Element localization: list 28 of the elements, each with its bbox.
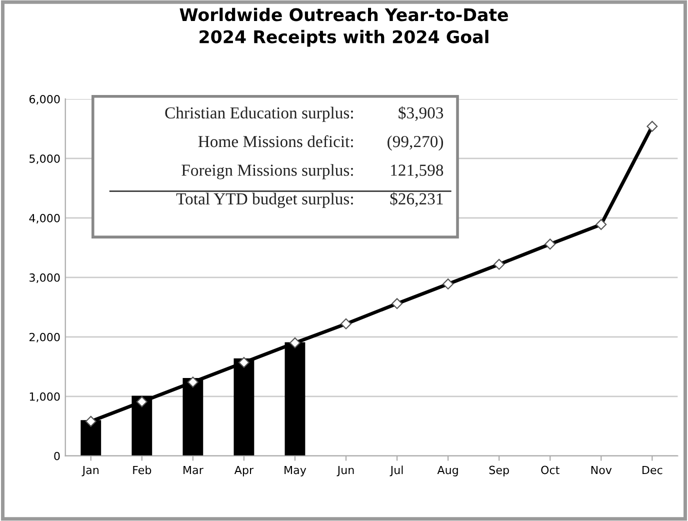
x-tick-label: May	[284, 466, 306, 476]
annotation: Home Missions deficit:	[198, 135, 353, 148]
x-tick-label: Jan	[82, 466, 98, 476]
x-tick-label: Oct	[541, 466, 560, 474]
annotation: Christian Education surplus:	[165, 106, 353, 122]
y-tick-label: 6,000	[29, 94, 60, 105]
chart-title: Worldwide Outreach Year-to-Date 2024 Receipts with 2024 Goal	[180, 8, 508, 47]
annotation: Total YTD budget surplus:	[176, 192, 353, 208]
annotation: Foreign Missions surplus:	[182, 164, 353, 180]
annotation: $26,231	[390, 192, 443, 207]
x-tick-label: Aug	[437, 466, 458, 476]
annotation: $3,903	[398, 106, 444, 121]
y-tick-label: 0	[54, 452, 60, 460]
y-tick-label: 3,000	[30, 273, 60, 283]
y-tick-label: 5,000	[30, 154, 60, 164]
x-tick-label: Jun	[336, 466, 354, 476]
y-tick-label: 2,000	[30, 332, 60, 342]
x-tick-label: Dec	[642, 466, 662, 474]
y-tick-label: 1,000	[30, 392, 60, 402]
annotation: 121,598	[391, 164, 444, 178]
x-tick-label: Jul	[390, 466, 403, 476]
x-tick-label: Nov	[591, 466, 612, 474]
x-tick-label: Sep	[489, 466, 509, 476]
y-tick-label: 4,000	[29, 214, 60, 224]
annotation: (99,270)	[388, 135, 444, 151]
x-tick-label: Apr	[234, 466, 254, 476]
x-tick-label: Mar	[184, 466, 204, 474]
x-tick-label: Feb	[133, 466, 152, 474]
